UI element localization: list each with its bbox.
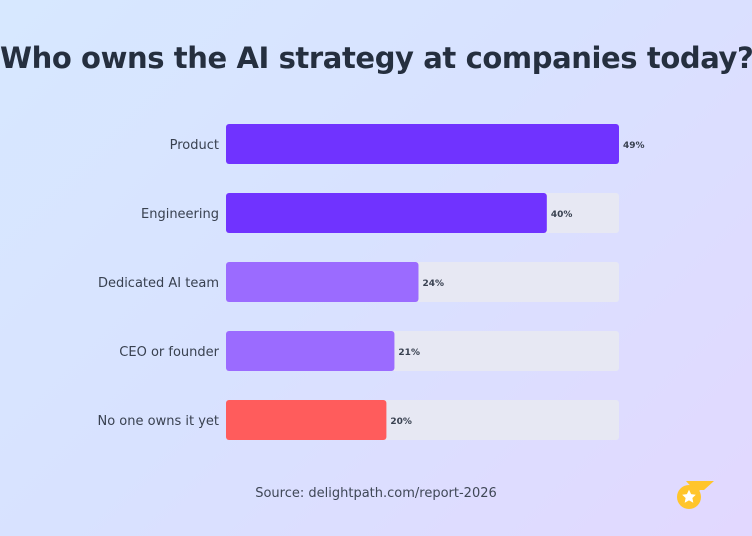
value-label: 21% — [398, 348, 420, 358]
bar — [226, 193, 547, 233]
bar — [226, 262, 419, 302]
value-label: 20% — [390, 417, 412, 427]
category-label: No one owns it yet — [98, 414, 220, 429]
category-label: CEO or founder — [119, 345, 219, 360]
star-wing-logo-icon — [677, 481, 714, 509]
category-label: Engineering — [141, 207, 219, 222]
bar — [226, 400, 387, 440]
bar — [226, 331, 395, 371]
chart-title: Who owns the AI strategy at companies to… — [0, 41, 752, 75]
bar — [226, 124, 619, 164]
value-label: 40% — [551, 210, 573, 220]
category-label: Product — [170, 138, 219, 153]
category-label: Dedicated AI team — [98, 276, 219, 291]
value-label: 24% — [422, 279, 444, 289]
value-label: 49% — [623, 141, 645, 151]
source-text: Source: delightpath.com/report-2026 — [255, 486, 497, 501]
